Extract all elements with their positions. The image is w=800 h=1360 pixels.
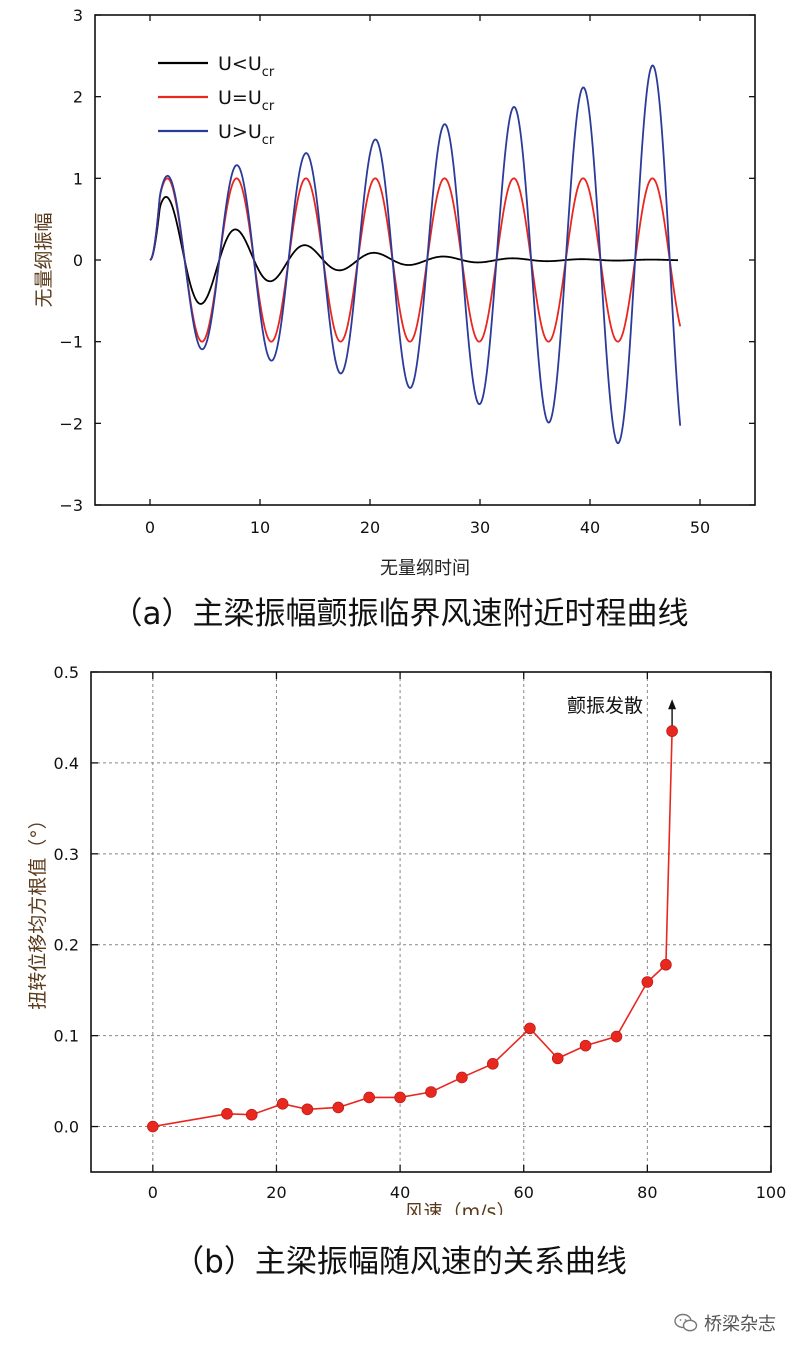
y-tick-label: 0.4 [54, 754, 79, 773]
watermark-text: 桥梁杂志 [704, 1314, 776, 1335]
data-point [456, 1071, 468, 1084]
chart-b-amplitude-vs-wind: 0 20 40 60 80 100 0.0 0.1 0.2 0.3 0.4 0.5 颤振发散 风速（m… [27, 663, 787, 1215]
y-tick-label: 1 [73, 169, 83, 188]
chart-b-annotation: 颤振发散 [567, 695, 643, 717]
chart-b-x-axis-label: 风速（m/s） [405, 1201, 516, 1215]
chart-b-y-axis-label: 扭转位移均方根值（°） [27, 810, 49, 1010]
data-point [221, 1108, 233, 1120]
x-tick-label: 60 [514, 1183, 534, 1202]
x-tick-label: 50 [690, 518, 710, 537]
series-line-U>Ucr [149, 64, 682, 445]
series-line-U<Ucr [149, 195, 679, 305]
chart-b-series [147, 699, 678, 1133]
x-tick-label: 40 [390, 1183, 410, 1202]
data-point [245, 1108, 258, 1121]
caption-a: （a）主梁振幅颤振临界风速附近时程曲线 [111, 596, 689, 632]
series-line-U=Ucr [149, 177, 682, 343]
y-tick-label: 2 [73, 88, 83, 107]
data-point [147, 1120, 159, 1133]
y-tick-label: 0.1 [54, 1027, 79, 1046]
y-tick-label: 0.3 [54, 845, 79, 864]
legend-label: U<Ucr [218, 53, 275, 80]
data-point [425, 1086, 437, 1098]
x-tick-label: 80 [637, 1183, 657, 1202]
y-tick-label: 0 [73, 251, 83, 270]
data-line [152, 731, 673, 1128]
y-tick-label: −1 [59, 333, 83, 352]
wechat-icon [674, 1313, 698, 1332]
x-tick-label: 10 [250, 518, 270, 537]
data-point [610, 1030, 623, 1043]
data-point [301, 1103, 314, 1116]
data-point [551, 1052, 564, 1065]
x-tick-label: 0 [148, 1183, 158, 1202]
data-point [579, 1039, 592, 1052]
data-point [660, 958, 672, 971]
x-tick-label: 40 [580, 518, 600, 537]
y-tick-label: −2 [59, 414, 83, 433]
y-tick-label: 0.5 [54, 663, 79, 682]
chart-a-y-axis-label: 无量纲振幅 [33, 212, 55, 307]
data-point [487, 1058, 499, 1070]
data-point [394, 1091, 406, 1104]
x-tick-label: 100 [756, 1183, 787, 1202]
legend-label: U>Ucr [218, 121, 275, 148]
y-tick-label: −3 [59, 496, 83, 515]
chart-b-axes: 0 20 40 60 80 100 0.0 0.1 0.2 0.3 0.4 0.5 [54, 663, 787, 1202]
caption-b: （b）主梁振幅随风速的关系曲线 [173, 1244, 627, 1280]
chart-a-x-axis-label: 无量纲时间 [380, 558, 470, 579]
legend-label: U=Ucr [218, 87, 275, 114]
chart-a-legend: U<Ucr U=Ucr U>Ucr [158, 53, 275, 148]
y-tick-label: 3 [73, 6, 83, 25]
x-tick-label: 30 [470, 518, 490, 537]
data-point [363, 1091, 375, 1104]
divergence-arrow-head [668, 699, 677, 710]
chart-b-frame [90, 671, 772, 1173]
data-point [524, 1022, 536, 1035]
data-point [332, 1101, 345, 1114]
x-tick-label: 20 [266, 1183, 286, 1202]
y-tick-label: 0.0 [54, 1118, 79, 1137]
data-point [641, 976, 654, 988]
chart-b-grid [91, 672, 771, 1172]
chart-a-series [149, 64, 682, 445]
watermark: 桥梁杂志 [674, 1310, 776, 1336]
data-point [666, 725, 678, 737]
x-tick-label: 20 [360, 518, 380, 537]
x-tick-label: 0 [145, 518, 155, 537]
data-point [276, 1098, 289, 1110]
chart-a-axes: 0 10 20 30 40 50 −3 −2 −1 0 1 2 3 [59, 6, 756, 537]
y-tick-label: 0.2 [54, 936, 79, 955]
chart-a-time-history: 0 10 20 30 40 50 −3 −2 −1 0 1 2 3 U<Ucr U=Ucr U>Ucr 无量… [33, 6, 756, 579]
